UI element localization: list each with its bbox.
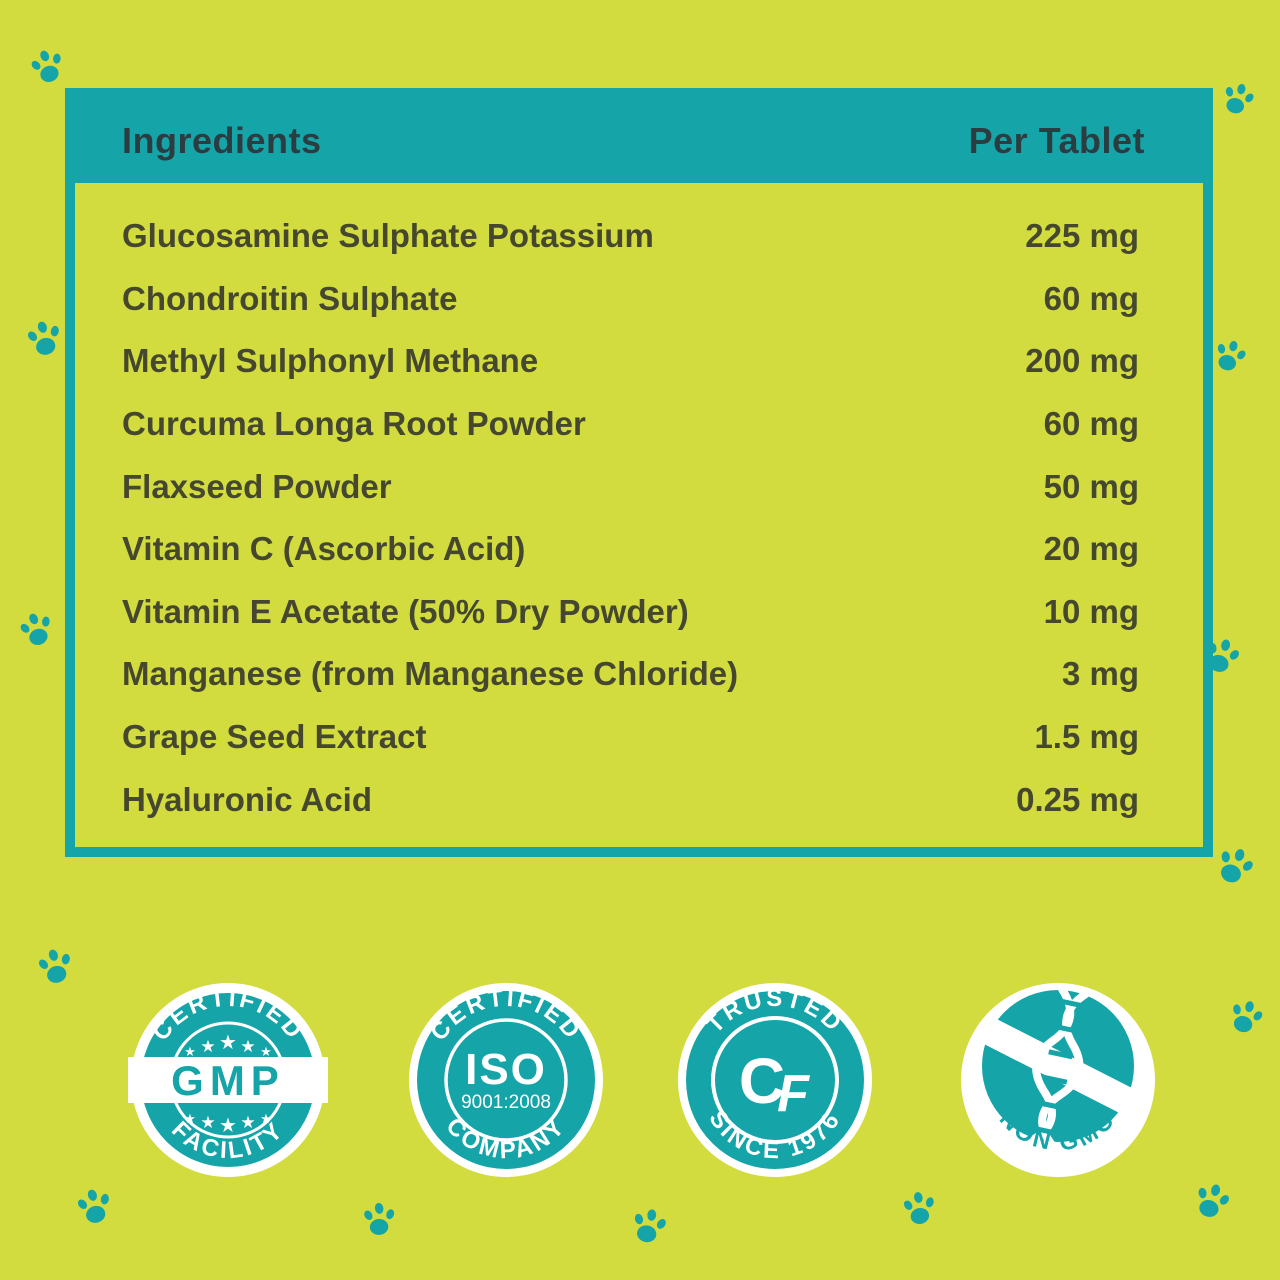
- star-icon: ★: [219, 1115, 237, 1137]
- ingredient-amount: 60 mg: [1043, 279, 1139, 317]
- iso-badge-center-text: ISO: [465, 1045, 547, 1094]
- ingredient-name: Curcuma Longa Root Powder: [122, 405, 586, 443]
- non-gmo-badge: NON GMO: [961, 983, 1155, 1177]
- paw-print-icon: [1191, 1179, 1234, 1222]
- star-icon: ★: [219, 1032, 237, 1054]
- table-row: Vitamin E Acetate (50% Dry Powder) 10 mg: [122, 581, 1139, 644]
- cf-logo-c: C: [739, 1045, 785, 1117]
- table-row: Flaxseed Powder 50 mg: [122, 455, 1139, 518]
- gmp-badge-center-text: GMP: [171, 1057, 285, 1104]
- table-row: Vitamin C (Ascorbic Acid) 20 mg: [122, 518, 1139, 581]
- ingredient-amount: 10 mg: [1043, 592, 1139, 630]
- ingredient-name: Hyaluronic Acid: [122, 780, 372, 818]
- star-icon: ★: [200, 1113, 215, 1132]
- star-icon: ★: [240, 1037, 255, 1056]
- ingredient-name: Vitamin C (Ascorbic Acid): [122, 530, 526, 568]
- ingredient-amount: 225 mg: [1025, 217, 1139, 255]
- ingredient-amount: 3 mg: [1061, 655, 1139, 693]
- ingredients-table: Ingredients Per Tablet Glucosamine Sulph…: [65, 88, 1213, 857]
- table-row: Grape Seed Extract 1.5 mg: [122, 706, 1139, 769]
- paw-print-icon: [1219, 79, 1258, 118]
- ingredients-column-header: Ingredients: [122, 119, 322, 161]
- ingredient-amount: 200 mg: [1025, 342, 1139, 380]
- ingredient-amount: 60 mg: [1043, 405, 1139, 443]
- table-header: Ingredients Per Tablet: [75, 98, 1203, 183]
- ingredient-name: Grape Seed Extract: [122, 718, 427, 756]
- ingredient-name: Glucosamine Sulphate Potassium: [122, 217, 654, 255]
- ingredient-amount: 1.5 mg: [1034, 718, 1139, 756]
- prohibition-slash: [962, 994, 1154, 1138]
- table-row: Glucosamine Sulphate Potassium 225 mg: [122, 205, 1139, 268]
- ingredient-amount: 0.25 mg: [1016, 780, 1139, 818]
- star-icon: ★: [260, 1111, 272, 1126]
- table-row: Chondroitin Sulphate 60 mg: [122, 268, 1139, 331]
- per-tablet-column-header: Per Tablet: [968, 119, 1145, 161]
- paw-print-icon: [1226, 996, 1267, 1037]
- iso-certified-badge: ISO 9001:2008 CERTIFIED COMPANY: [409, 983, 603, 1177]
- paw-print-icon: [361, 1201, 398, 1237]
- paw-print-icon: [1211, 336, 1250, 375]
- star-icon: ★: [184, 1044, 196, 1059]
- table-row: Manganese (from Manganese Chloride) 3 mg: [122, 643, 1139, 706]
- table-row: Curcuma Longa Root Powder 60 mg: [122, 393, 1139, 456]
- ingredient-name: Chondroitin Sulphate: [122, 279, 458, 317]
- cf-logo-f: F: [777, 1065, 810, 1123]
- ingredient-name: Flaxseed Powder: [122, 467, 392, 505]
- paw-print-icon: [23, 317, 66, 359]
- paw-print-icon: [34, 945, 77, 987]
- gmp-certified-badge: ★ ★ ★ ★ ★ GMP ★ ★ ★ ★ ★ CERTIFIED FACILI…: [128, 983, 328, 1177]
- star-icon: ★: [200, 1037, 215, 1056]
- star-icon: ★: [184, 1111, 196, 1126]
- paw-print-icon: [900, 1189, 939, 1227]
- ingredient-amount: 50 mg: [1043, 467, 1139, 505]
- ingredient-amount: 20 mg: [1043, 530, 1139, 568]
- iso-badge-sub-text: 9001:2008: [461, 1092, 551, 1113]
- paw-print-icon: [73, 1185, 116, 1227]
- paw-print-icon: [1212, 842, 1259, 889]
- table-body: Glucosamine Sulphate Potassium 225 mg Cho…: [75, 183, 1203, 831]
- ingredient-name: Methyl Sulphonyl Methane: [122, 342, 539, 380]
- table-row: Methyl Sulphonyl Methane 200 mg: [122, 330, 1139, 393]
- paw-print-icon: [26, 45, 69, 87]
- cf-trusted-badge: C F TRUSTED SINCE 1976: [678, 983, 872, 1177]
- paw-print-icon: [15, 608, 58, 650]
- paw-print-icon: [629, 1206, 670, 1246]
- ingredient-name: Vitamin E Acetate (50% Dry Powder): [122, 592, 689, 630]
- star-icon: ★: [260, 1044, 272, 1059]
- ingredient-name: Manganese (from Manganese Chloride): [122, 655, 739, 693]
- table-row: Hyaluronic Acid 0.25 mg: [122, 768, 1139, 831]
- star-icon: ★: [240, 1113, 255, 1132]
- dna-helix-icon: [1028, 985, 1090, 1149]
